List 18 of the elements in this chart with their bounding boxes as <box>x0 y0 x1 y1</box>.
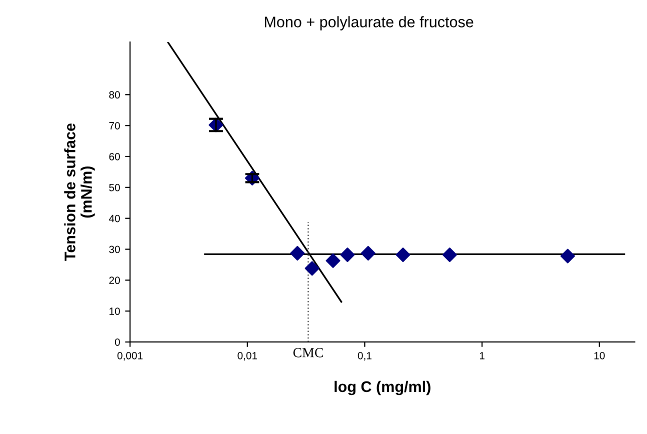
x-tick-label: 10 <box>594 352 605 360</box>
y-tick-label: 30 <box>109 246 120 254</box>
y-tick-label: 0 <box>114 338 120 346</box>
y-tick-label: 70 <box>109 122 120 130</box>
y-tick-label: 50 <box>109 184 120 192</box>
chart-title: Mono + polylaurate de fructose <box>264 16 474 30</box>
y-tick-label: 40 <box>108 214 120 222</box>
x-tick-label: 0,1 <box>358 352 372 361</box>
x-axis-title: log C (mg/ml) <box>334 380 430 396</box>
x-tick-label: 1 <box>480 352 484 360</box>
y-axis-title: Tension de surface (mN/m) <box>64 124 95 261</box>
y-tick-label: 20 <box>109 276 120 284</box>
y-tick-label: 60 <box>109 152 120 160</box>
y-tick-label: 10 <box>110 308 120 315</box>
ref-line-label: CMC <box>293 348 323 358</box>
x-tick-label: 0,001 <box>117 352 143 361</box>
y-tick-label: 80 <box>109 91 120 99</box>
x-tick-label: 0,01 <box>238 352 258 361</box>
